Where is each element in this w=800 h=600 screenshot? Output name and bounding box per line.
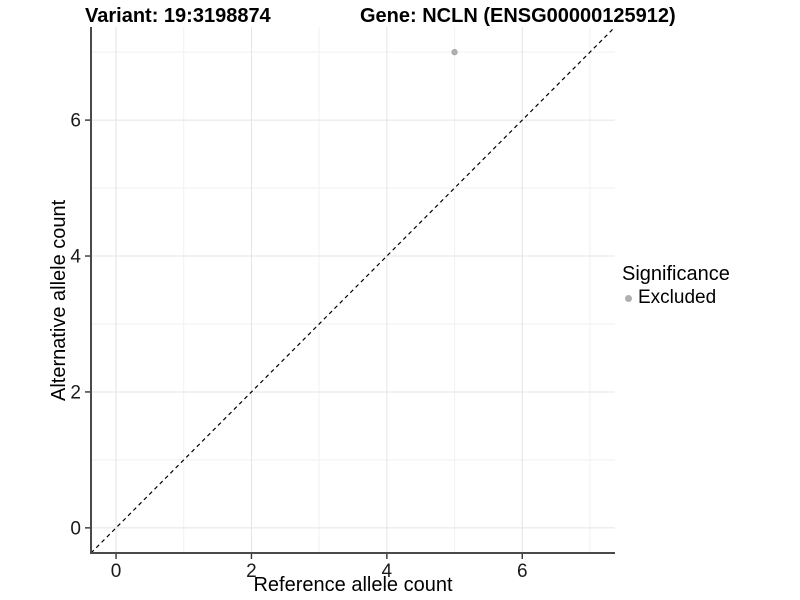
x-tick-label: 0 [111, 561, 122, 582]
x-tick-label: 4 [382, 561, 393, 582]
legend-item-label: Excluded [638, 287, 717, 308]
data-point [451, 49, 458, 56]
y-tick-label: 2 [70, 382, 81, 403]
legend-key-point-icon [625, 294, 632, 302]
y-tick-label: 4 [70, 247, 81, 268]
identity-dashed-line [90, 26, 616, 554]
x-tick-label: 2 [246, 561, 257, 582]
y-axis-title: Alternative allele count [48, 199, 70, 401]
x-tick-label: 6 [517, 561, 528, 582]
x-axis-title: Reference allele count [253, 574, 453, 596]
legend: Significance Excluded [622, 261, 730, 309]
y-tick-label: 0 [70, 518, 81, 539]
variant-title: Variant: 19:3198874 [85, 5, 271, 27]
legend-item-excluded: Excluded [622, 287, 730, 309]
y-tick-label: 6 [70, 111, 81, 132]
legend-title: Significance [622, 263, 730, 285]
gene-title: Gene: NCLN (ENSG00000125912) [360, 5, 676, 27]
